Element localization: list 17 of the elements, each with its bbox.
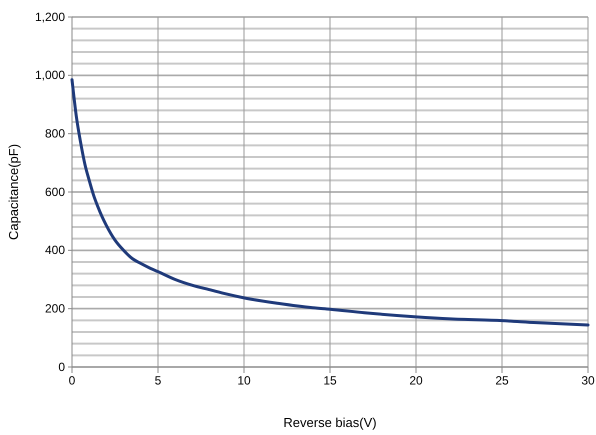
y-tick-label: 200 [44, 302, 66, 316]
y-axis-title: Capacitance(pF) [6, 144, 21, 240]
x-tick-label: 20 [409, 374, 423, 388]
x-tick-label: 30 [581, 374, 595, 388]
y-tick-label: 400 [44, 243, 66, 258]
x-tick-label: 0 [68, 374, 76, 388]
x-axis-title: Reverse bias(V) [283, 415, 377, 430]
y-tick-label: 800 [44, 126, 66, 141]
x-tick-label: 10 [237, 374, 251, 388]
y-tick-label: 1,000 [34, 68, 66, 82]
y-tick-label: 0 [58, 360, 66, 374]
y-tick-label: 600 [44, 184, 66, 199]
x-tick-label: 5 [154, 374, 162, 388]
x-tick-label: 15 [323, 374, 337, 388]
y-tick-label: 1,200 [34, 10, 66, 24]
line-series [70, 78, 590, 326]
x-tick-label: 25 [495, 374, 509, 388]
